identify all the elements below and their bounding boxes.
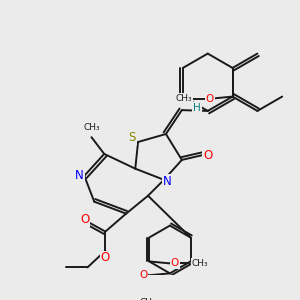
Text: O: O [101, 251, 110, 264]
Text: N: N [75, 169, 84, 182]
Text: CH₃: CH₃ [83, 123, 100, 132]
Text: CH₃: CH₃ [176, 94, 192, 103]
Text: O: O [203, 148, 212, 162]
Text: O: O [80, 213, 89, 226]
Text: CH₃: CH₃ [192, 259, 208, 268]
Text: O: O [139, 270, 147, 280]
Text: O: O [206, 94, 214, 103]
Text: CH₃: CH₃ [140, 298, 156, 300]
Text: N: N [163, 175, 172, 188]
Text: H: H [193, 103, 201, 113]
Text: O: O [171, 258, 179, 268]
Text: S: S [128, 131, 136, 144]
